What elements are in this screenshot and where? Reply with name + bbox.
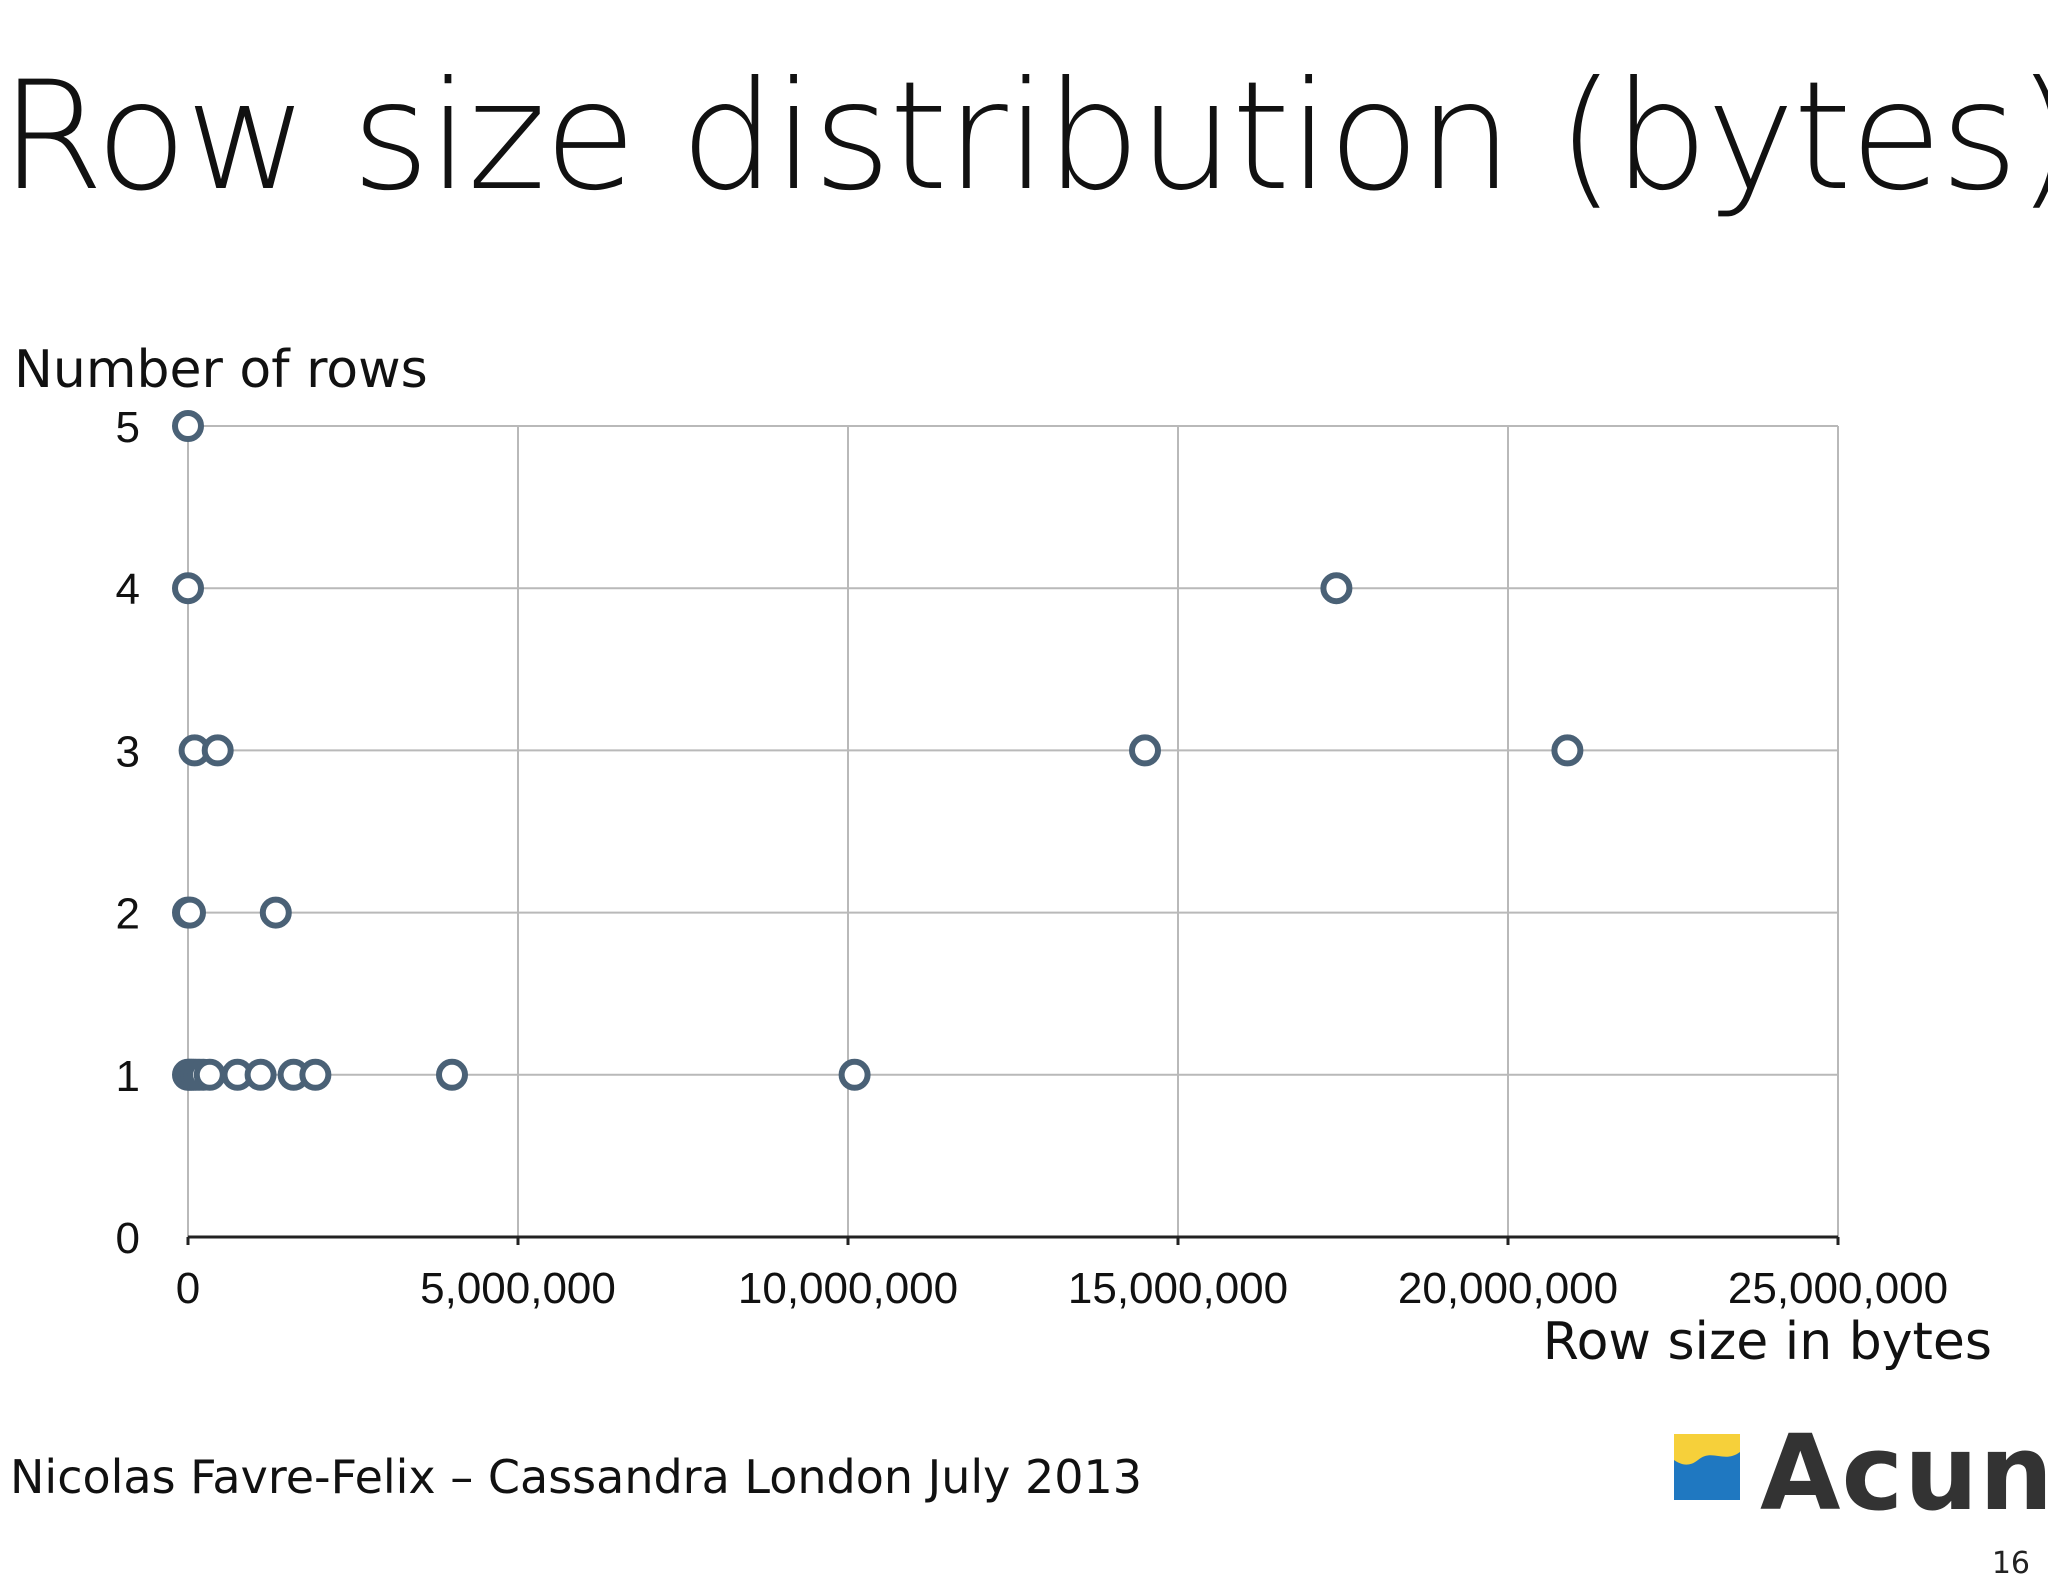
data-point <box>838 1058 871 1091</box>
y-tick-label: 1 <box>116 1052 140 1101</box>
y-tick-label: 5 <box>116 403 140 452</box>
data-point <box>299 1058 332 1091</box>
x-axis-label: Row size in bytes <box>1542 1312 1992 1372</box>
grid <box>187 425 1839 1237</box>
data-point <box>1320 572 1353 605</box>
data-point <box>172 410 204 442</box>
y-axis-label: Number of rows <box>14 340 428 400</box>
y-tick-label: 4 <box>116 565 140 614</box>
x-tick-label: 10,000,000 <box>738 1264 958 1313</box>
data-point <box>173 896 206 929</box>
data-point <box>172 572 204 605</box>
x-tick-label: 20,000,000 <box>1398 1264 1618 1313</box>
x-tick-label: 15,000,000 <box>1068 1264 1288 1313</box>
footer-credit: Nicolas Favre-Felix – Cassandra London J… <box>10 1450 1143 1504</box>
acunu-logo: Acunu <box>1674 1412 2048 1534</box>
x-tick-label: 5,000,000 <box>420 1264 616 1313</box>
data-point <box>436 1058 468 1091</box>
data-points <box>172 410 1584 1091</box>
data-point <box>244 1058 277 1091</box>
x-tick-label: 25,000,000 <box>1728 1264 1948 1313</box>
acunu-logo-mark-icon <box>1674 1434 1740 1500</box>
data-point <box>1551 734 1584 767</box>
x-tick-label: 0 <box>176 1264 200 1313</box>
logo-wordmark: Acunu <box>1760 1412 2048 1534</box>
page-title: Row size distribution (bytes) <box>0 50 2048 224</box>
data-point <box>1129 734 1161 767</box>
y-tick-label: 0 <box>116 1214 140 1263</box>
data-point <box>193 1058 226 1091</box>
y-tick-label: 2 <box>116 890 140 939</box>
data-point <box>201 734 234 767</box>
data-point <box>259 896 292 929</box>
page-number: 16 <box>1991 1546 2030 1581</box>
y-tick-label: 3 <box>116 727 140 776</box>
